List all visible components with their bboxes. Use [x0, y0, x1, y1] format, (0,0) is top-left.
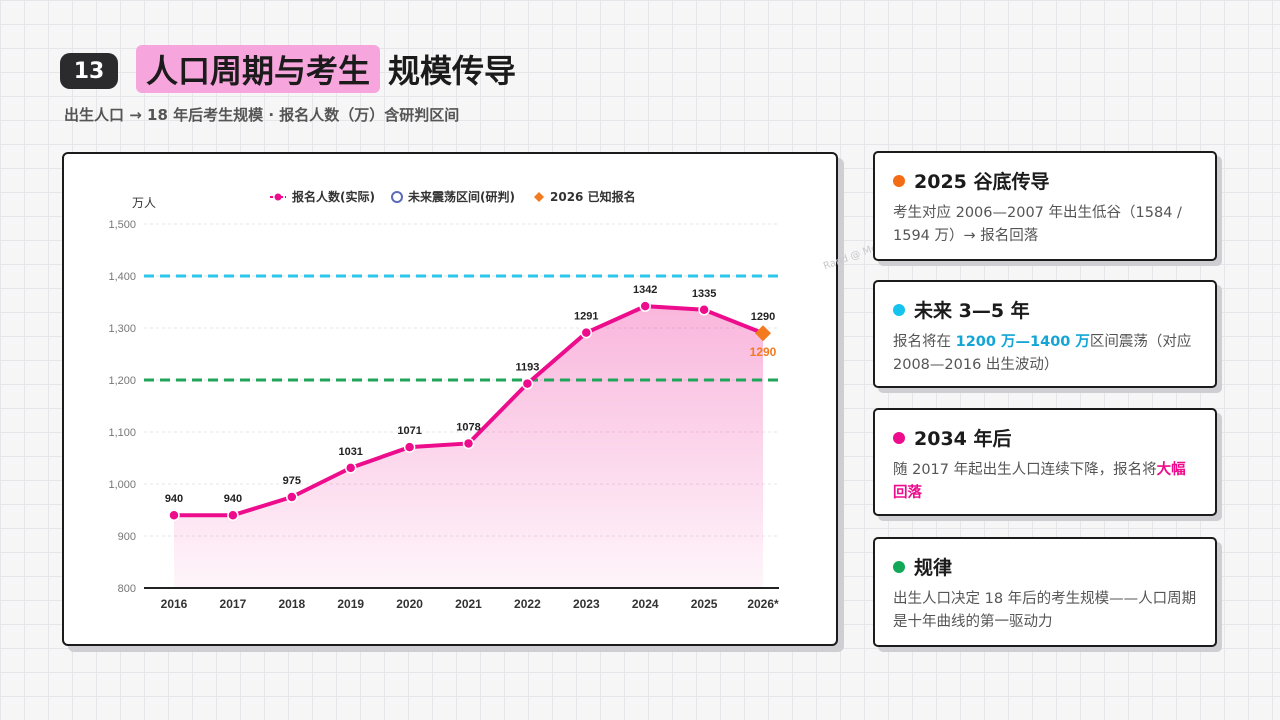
card-body-text: 报名将在	[893, 334, 956, 350]
info-card-2: 未来 3—5 年 报名将在 1200 万—1400 万区间震荡（对应 2008—…	[873, 280, 1217, 388]
data-point	[286, 491, 298, 503]
x-tick-label: 2017	[220, 597, 247, 611]
card-body-text: 随 2017 年起出生人口连续下降，报名将	[893, 462, 1157, 478]
line-chart: 800 900 1,000 1,100 1,200 1,300 1,400 1,500 万人 20…	[108, 189, 779, 611]
y-tick-label: 900	[118, 531, 136, 543]
card-body-emphasis: 1200 万—1400 万	[955, 334, 1090, 350]
page-subtitle: 出生人口 → 18 年后考生规模 · 报名人数（万）含研判区间	[64, 106, 460, 124]
x-tick-label: 2024	[632, 597, 659, 611]
card-body-emphasis: 大幅回落	[893, 462, 1186, 501]
data-label: 1193	[515, 362, 539, 374]
y-tick-label: 1,100	[108, 427, 136, 439]
data-label: 1078	[456, 421, 480, 433]
x-tick-label: 2016	[161, 597, 188, 611]
highlight-label: 1290	[750, 345, 777, 359]
status-dot-icon	[893, 560, 905, 573]
y-tick-label: 1,400	[108, 271, 136, 283]
info-card-3: 2034 年后 随 2017 年起出生人口连续下降，报名将大幅回落	[873, 408, 1217, 516]
data-label: 1342	[633, 284, 657, 296]
x-tick-label: 2018	[278, 597, 305, 611]
data-point	[344, 462, 357, 474]
x-tick-label: 2021	[455, 597, 482, 611]
data-label: 1290	[751, 311, 775, 323]
card-title: 未来 3—5 年	[914, 300, 1030, 322]
data-label: 1335	[692, 288, 716, 300]
legend-circle-icon	[391, 191, 403, 203]
legend-label: 2026 已知报名	[550, 189, 636, 204]
data-label: 1291	[574, 311, 598, 323]
data-point	[521, 377, 534, 390]
data-point	[168, 509, 180, 521]
card-body: 报名将在 1200 万—1400 万区间震荡（对应 2008—2016 出生波动…	[893, 331, 1197, 377]
page-title: 人口周期与考生 规模传导	[136, 44, 516, 94]
legend-label: 报名人数(实际)	[292, 189, 375, 204]
x-tick-label: 2020	[396, 597, 423, 611]
card-heading: 2025 谷底传导	[893, 167, 1197, 194]
data-point	[403, 441, 416, 453]
legend-diamond-icon	[534, 192, 544, 202]
x-tick-label: 2019	[337, 597, 364, 611]
card-body-text: 考生对应 2006—2007 年出生低谷（1584 / 1594 万）→ 报名回…	[893, 205, 1182, 244]
card-body: 出生人口决定 18 年后的考生规模——人口周期是十年曲线的第一驱动力	[893, 588, 1197, 634]
x-tick-label: 2026*	[747, 597, 779, 611]
highlight-diamond-icon	[755, 325, 771, 342]
card-heading: 2034 年后	[893, 424, 1197, 451]
y-tick-label: 1,300	[108, 323, 136, 335]
data-label: 975	[283, 475, 301, 487]
card-title: 2025 谷底传导	[914, 171, 1050, 193]
title-highlight: 人口周期与考生	[136, 45, 381, 93]
data-point	[462, 437, 475, 450]
card-title: 规律	[914, 557, 953, 579]
card-heading: 规律	[893, 553, 1197, 580]
y-tick-label: 1,000	[108, 479, 136, 491]
legend-dot-icon	[274, 193, 282, 201]
chart-card: 800 900 1,000 1,100 1,200 1,300 1,400 1,500 万人 20…	[62, 152, 838, 646]
y-tick-label: 1,500	[108, 219, 136, 231]
data-point	[698, 304, 710, 316]
status-dot-icon	[893, 303, 905, 316]
slide-number-badge: 13	[60, 53, 118, 89]
info-card-1: 2025 谷底传导 考生对应 2006—2007 年出生低谷（1584 / 15…	[873, 151, 1217, 261]
data-label: 940	[224, 493, 242, 505]
y-axis-label: 万人	[132, 196, 156, 210]
x-tick-label: 2022	[514, 597, 541, 611]
legend-label: 未来震荡区间(研判)	[407, 189, 515, 204]
card-body-text: 出生人口决定 18 年后的考生规模——人口周期是十年曲线的第一驱动力	[893, 591, 1197, 630]
data-point	[580, 326, 593, 339]
data-label: 1031	[338, 446, 362, 458]
y-tick-label: 800	[118, 583, 136, 595]
y-tick-label: 1,200	[108, 375, 136, 387]
status-dot-icon	[893, 174, 905, 187]
card-title: 2034 年后	[914, 428, 1012, 450]
data-point	[639, 300, 651, 312]
x-tick-label: 2023	[573, 597, 600, 611]
title-rest: 规模传导	[388, 52, 517, 90]
card-heading: 未来 3—5 年	[893, 296, 1197, 323]
status-dot-icon	[893, 431, 905, 444]
x-tick-label: 2025	[691, 597, 718, 611]
card-body-text: 区间震荡（对应 2008—2016 出生波动）	[893, 334, 1192, 373]
data-label: 1071	[397, 425, 421, 437]
info-card-4: 规律 出生人口决定 18 年后的考生规模——人口周期是十年曲线的第一驱动力	[873, 537, 1217, 647]
card-body: 随 2017 年起出生人口连续下降，报名将大幅回落	[893, 459, 1197, 505]
data-label: 940	[165, 493, 183, 505]
card-body: 考生对应 2006—2007 年出生低谷（1584 / 1594 万）→ 报名回…	[893, 202, 1197, 248]
data-point	[227, 509, 239, 521]
